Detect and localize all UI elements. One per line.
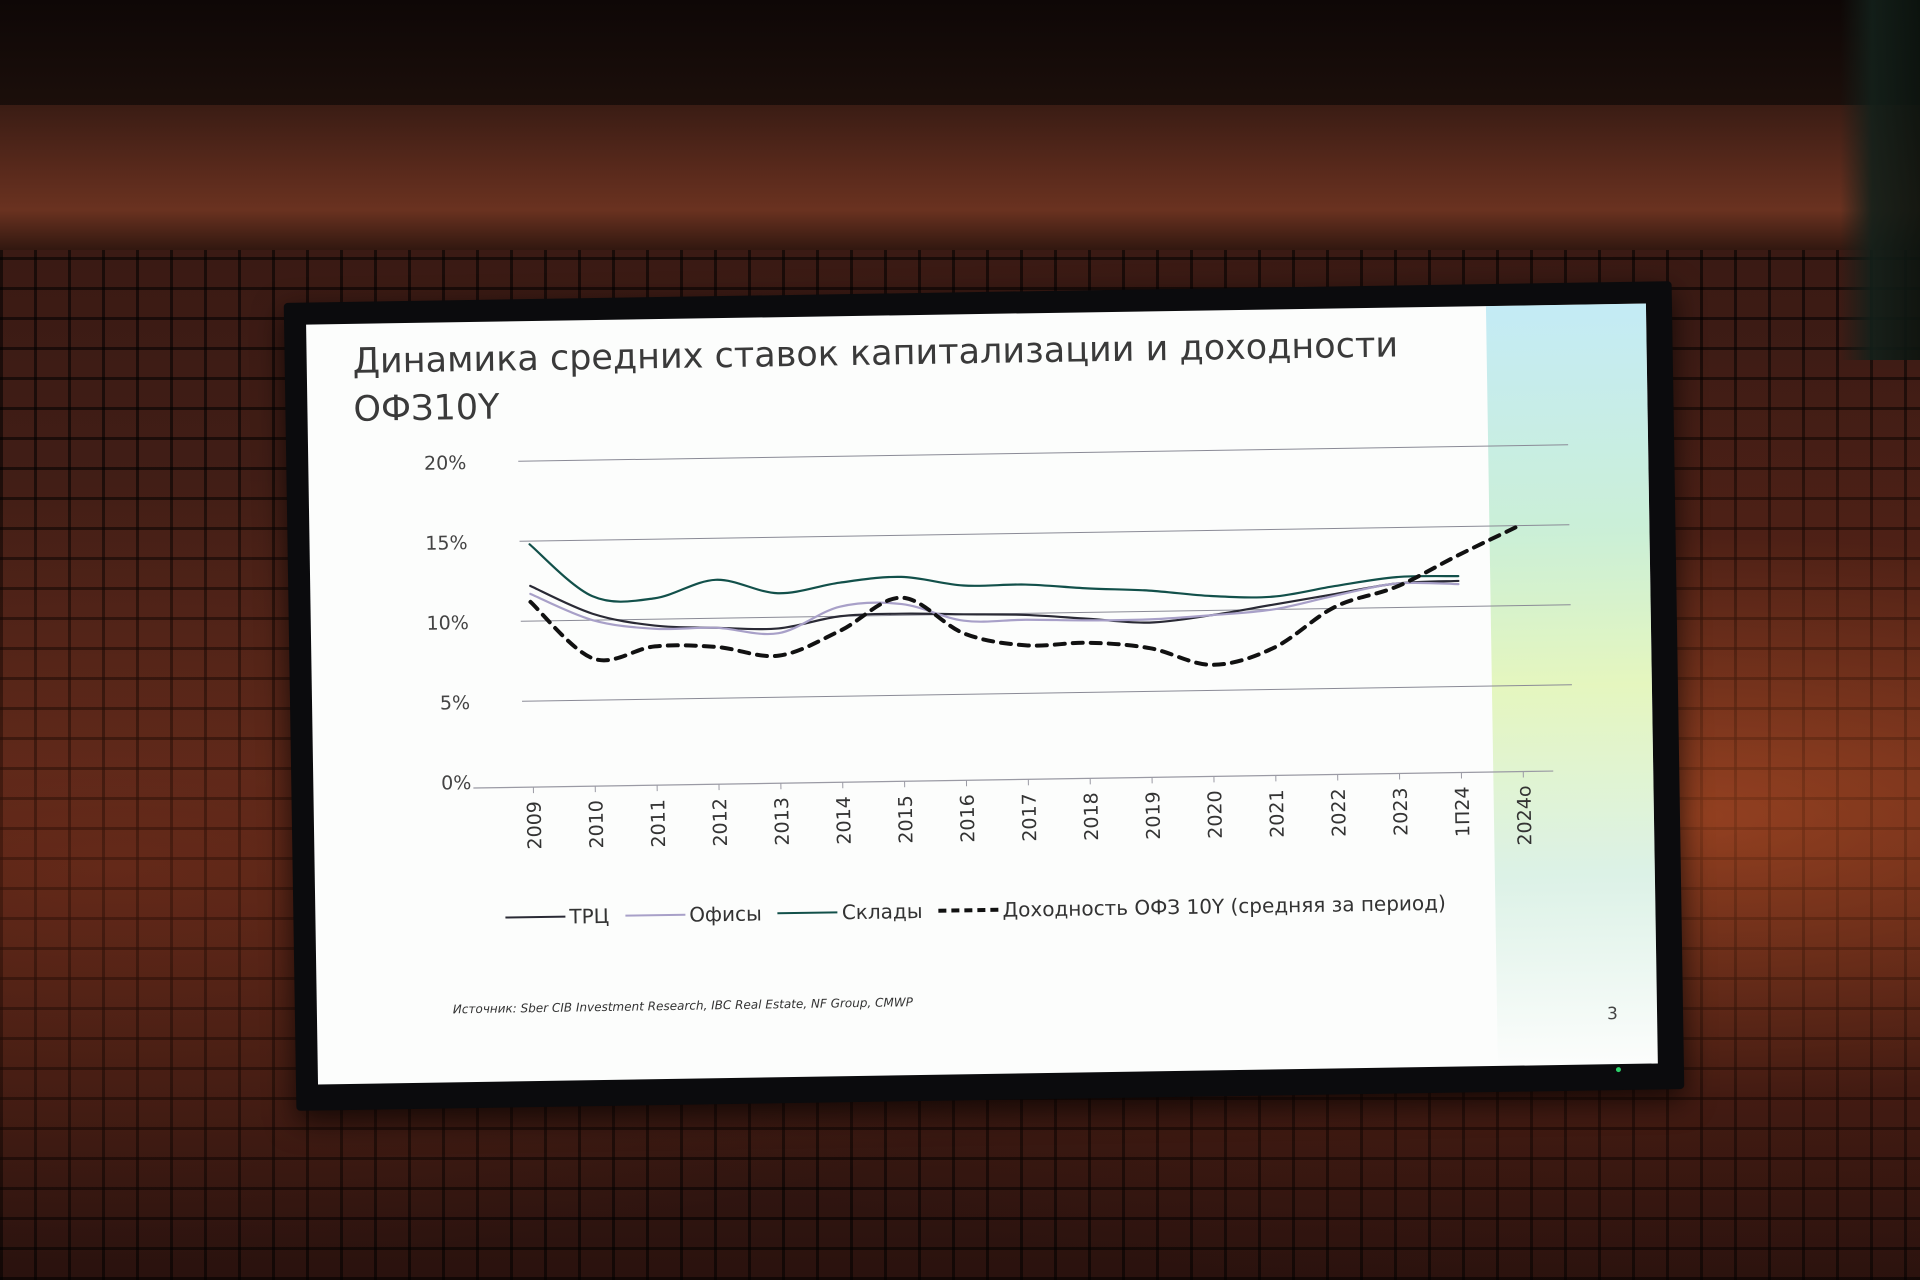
x-tick-label: 2010: [585, 800, 608, 849]
x-tick-label: 2023: [1390, 787, 1413, 836]
x-tick-label: 2016: [957, 794, 980, 843]
x-tick-label: 2019: [1142, 791, 1165, 840]
page-number: 3: [1606, 1004, 1619, 1025]
gridline: [520, 604, 1571, 622]
x-tick-label: 2021: [1266, 789, 1289, 838]
x-tick-label: 2015: [895, 795, 918, 844]
x-tick-label: 2022: [1328, 788, 1351, 837]
x-tick-label: 2020: [1204, 790, 1227, 839]
legend-item: ТРЦ: [505, 904, 609, 930]
legend-item: Склады: [777, 898, 923, 925]
x-tick-label: 2018: [1080, 792, 1103, 841]
x-tick-label: 2014: [833, 796, 856, 845]
gridline: [518, 444, 1569, 462]
x-tick-label: 2013: [771, 797, 794, 846]
legend-swatch: [938, 907, 999, 913]
x-tick-label: 2009: [524, 801, 547, 850]
legend-label: Склады: [841, 898, 923, 925]
room-ceiling: [0, 0, 1920, 110]
y-tick-label: 20%: [424, 452, 467, 475]
legend-item: Доходность ОФЗ 10Y (средняя за период): [938, 891, 1446, 923]
x-tick-label: 2024о: [1513, 785, 1536, 845]
slide: Динамика средних ставок капитализации и …: [306, 303, 1658, 1085]
tv-display: Динамика средних ставок капитализации и …: [283, 281, 1685, 1111]
series-line-0: [529, 579, 1460, 631]
legend-swatch: [777, 911, 838, 915]
y-tick-label: 0%: [441, 772, 471, 794]
line-chart: 0% 5% 10% 15% 20% 2009 2010 2011 2012 2013 2014 201…: [424, 444, 1572, 850]
legend-label: Доходность ОФЗ 10Y (средняя за период): [1002, 890, 1446, 922]
legend-label: ТРЦ: [569, 903, 610, 929]
y-tick-label: 15%: [425, 532, 468, 555]
x-tick-label: 2011: [647, 799, 670, 848]
series-line-2: [528, 543, 1460, 603]
series-line-1: [529, 581, 1460, 636]
series-line-3: [528, 523, 1522, 667]
x-axis: [473, 770, 1554, 789]
x-tick-label: 1П24: [1452, 786, 1475, 837]
ceiling-beam: [0, 105, 1920, 255]
plant: [1840, 0, 1920, 360]
gridline: [519, 524, 1570, 542]
legend-label: Офисы: [689, 901, 763, 927]
x-tick-label: 2017: [1019, 793, 1042, 842]
legend-swatch: [625, 913, 686, 917]
y-tick-label: 5%: [440, 692, 470, 714]
power-led: [1615, 1067, 1621, 1073]
x-tick-label: 2012: [709, 798, 732, 847]
gridline: [522, 684, 1572, 702]
legend-item: Офисы: [625, 902, 762, 928]
y-tick-label: 10%: [426, 612, 469, 635]
legend-swatch: [505, 915, 566, 919]
